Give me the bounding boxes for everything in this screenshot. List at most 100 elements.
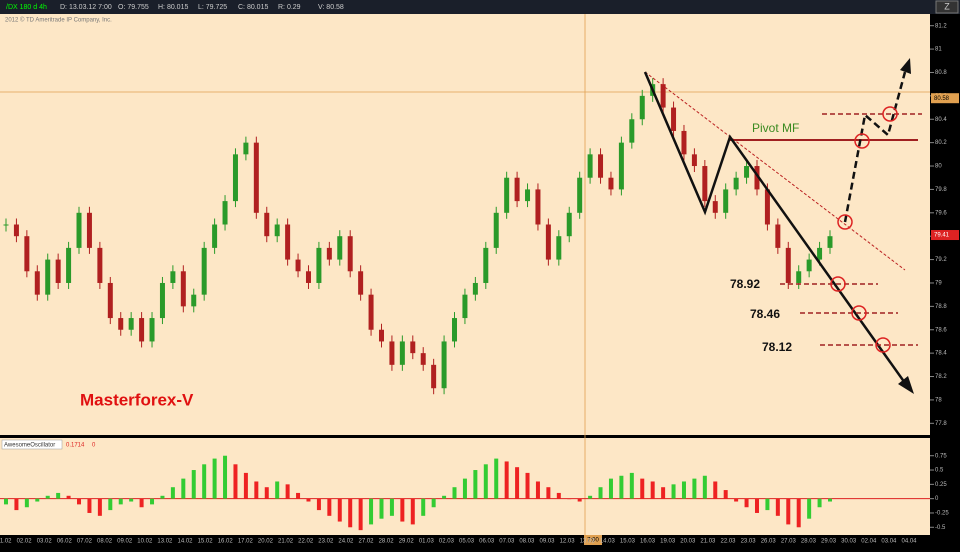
osc-bar — [389, 498, 394, 516]
osc-bar — [306, 498, 311, 502]
symbol: /DX 180 d 4h — [6, 4, 47, 11]
candle-body — [55, 259, 61, 283]
price-tag-label: 80.58 — [934, 96, 950, 102]
osc-bar — [150, 498, 155, 505]
osc-bar — [108, 498, 113, 511]
osc-bar — [285, 484, 290, 499]
candle-body — [222, 201, 228, 225]
osc-bar — [327, 498, 332, 516]
arrow-head — [898, 376, 914, 394]
candle-body — [806, 259, 812, 272]
date-label: 28.02 — [379, 539, 395, 545]
osc-bar — [14, 498, 19, 511]
date-label: 20.02 — [258, 539, 274, 545]
candle-body — [754, 166, 760, 190]
osc-bar — [525, 472, 530, 499]
candle-body — [545, 224, 551, 260]
candle-body — [347, 236, 353, 272]
date-label: 14.03 — [600, 539, 616, 545]
price-tag-label: 79.41 — [934, 233, 950, 239]
y-tick-label: 79.6 — [935, 210, 947, 216]
y-tick-label: 81 — [935, 47, 942, 53]
candle-body — [316, 247, 322, 283]
date-label: 10.02 — [137, 539, 153, 545]
candle-body — [13, 224, 19, 237]
candle-body — [378, 329, 384, 342]
indicator-value: 0.1714 — [66, 443, 85, 449]
candle-body — [3, 224, 9, 226]
osc-bar — [462, 478, 467, 499]
date-label: 02.02 — [17, 539, 33, 545]
header-field: C: 80.015 — [238, 4, 268, 11]
date-label: 01.03 — [419, 539, 435, 545]
candle-body — [775, 224, 781, 248]
osc-bar — [97, 498, 102, 516]
cursor-time-tag — [584, 535, 602, 545]
date-label: 08.03 — [519, 539, 535, 545]
candle-body — [201, 247, 207, 295]
osc-bar — [348, 498, 353, 528]
y-tick-label: 77.8 — [935, 421, 947, 427]
osc-y-tick-label: 0.5 — [935, 468, 944, 474]
osc-bar — [202, 464, 207, 499]
candle-body — [243, 142, 249, 155]
candle-body — [431, 364, 437, 389]
osc-bar — [358, 498, 363, 531]
osc-bar — [494, 458, 499, 499]
candle-body — [264, 212, 270, 237]
candle-body — [45, 259, 51, 295]
zoom-icon: Z — [944, 1, 950, 11]
date-label: 17.02 — [238, 539, 254, 545]
candle-body — [764, 189, 770, 225]
osc-bar — [24, 498, 29, 508]
candle-body — [504, 177, 510, 213]
osc-y-tick-label: -0.5 — [935, 525, 946, 531]
y-tick-label: 79.2 — [935, 257, 947, 263]
osc-bar — [129, 498, 134, 502]
osc-bar — [275, 481, 280, 499]
date-label: 03.04 — [881, 539, 897, 545]
date-label: 09.03 — [539, 539, 555, 545]
osc-bar — [473, 470, 478, 499]
candle-body — [128, 318, 134, 330]
brand: Masterforex-V — [80, 390, 194, 409]
candle-body — [566, 212, 572, 237]
y-tick-label: 78.8 — [935, 304, 947, 310]
arrow-head — [900, 58, 911, 74]
osc-bar — [515, 467, 520, 499]
header-field: H: 80.015 — [158, 4, 188, 11]
y-tick-label: 80.4 — [935, 117, 947, 123]
candle-body — [274, 224, 280, 237]
zoom-button[interactable] — [935, 0, 959, 14]
y-tick-label: 78.4 — [935, 351, 947, 357]
price-tag — [931, 93, 959, 104]
osc-bar — [431, 498, 436, 508]
candle-body — [389, 341, 395, 365]
candle-body — [34, 271, 40, 295]
copyright: 2012 © TD Ameritrade IP Company, Inc. — [5, 17, 112, 24]
date-label: 27.02 — [358, 539, 374, 545]
level-label: 78.46 — [750, 307, 780, 321]
osc-bar — [212, 458, 217, 499]
candle-body — [712, 201, 718, 213]
osc-y-tick-label: -0.25 — [935, 511, 949, 517]
osc-bar — [410, 498, 415, 525]
toolbar — [0, 0, 960, 14]
date-label: 02.04 — [861, 539, 877, 545]
candle-body — [629, 119, 635, 143]
date-label: 13.02 — [157, 539, 173, 545]
osc-bar — [556, 492, 561, 499]
target-circle — [851, 305, 867, 321]
level-label: 78.92 — [730, 277, 760, 291]
target-circle — [854, 133, 870, 149]
price-panel — [0, 14, 930, 435]
osc-bar — [264, 487, 269, 499]
pivot-label: Pivot MF — [752, 121, 799, 135]
candle-body — [295, 259, 301, 272]
date-label: 23.03 — [741, 539, 757, 545]
y-tick-label: 79.8 — [935, 187, 947, 193]
osc-bar — [87, 498, 92, 513]
date-label: 03.02 — [37, 539, 53, 545]
candle-body — [326, 247, 332, 260]
